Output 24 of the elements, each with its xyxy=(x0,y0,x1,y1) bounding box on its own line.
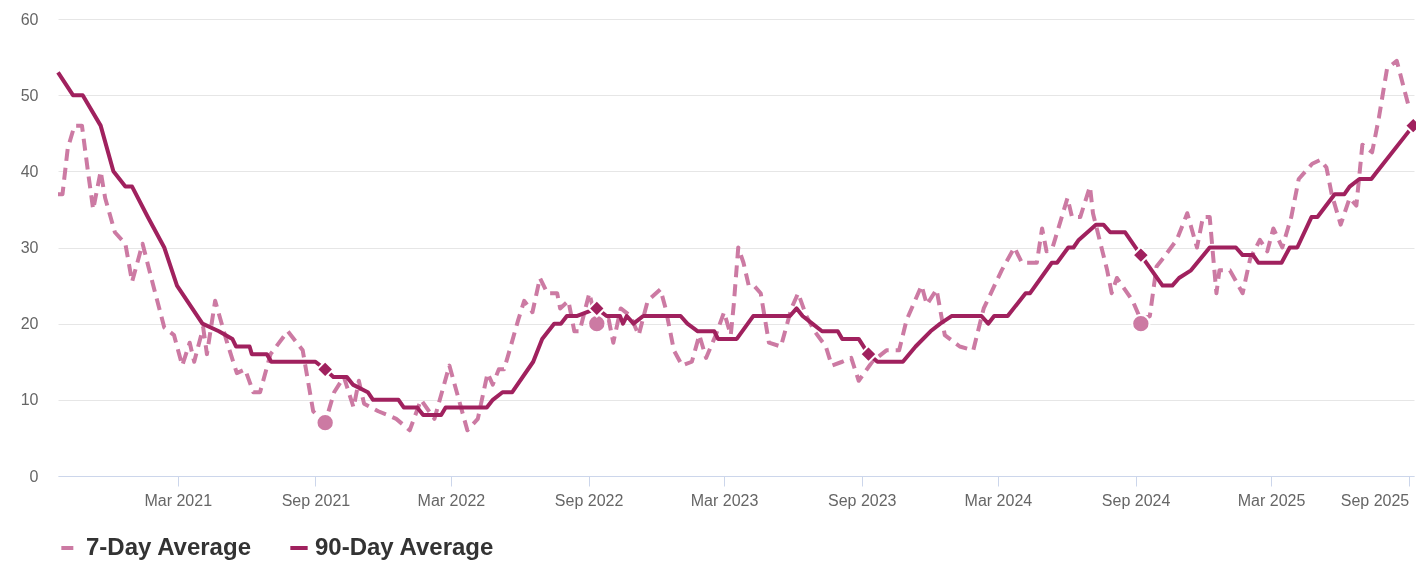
point xyxy=(315,413,335,433)
x-tick-label: Mar 2021 xyxy=(144,491,213,509)
legend-label: 7-Day Average xyxy=(86,533,251,560)
x-tick-label: Sep 2025 xyxy=(1340,491,1410,509)
y-tick-label: 0 xyxy=(29,467,39,485)
y-tick-label: 30 xyxy=(20,239,39,256)
point xyxy=(587,314,607,334)
x-tick-label: Sep 2024 xyxy=(1101,491,1171,509)
x-tick-label: Mar 2022 xyxy=(417,491,486,509)
x-tick-label: Sep 2023 xyxy=(827,491,897,509)
x-tick-label: Mar 2025 xyxy=(1237,491,1306,509)
x-tick-label: Mar 2023 xyxy=(690,491,759,509)
y-tick-label: 40 xyxy=(20,162,39,180)
y-tick-label: 20 xyxy=(20,315,39,333)
point xyxy=(859,345,878,364)
y-tick-label: 50 xyxy=(20,86,39,104)
legend-label: 90-Day Average xyxy=(315,533,494,560)
x-tick-label: Sep 2022 xyxy=(554,491,624,509)
point xyxy=(1131,314,1151,334)
x-tick-label: Sep 2021 xyxy=(281,491,351,509)
point xyxy=(587,299,606,318)
x-tick-label: Mar 2024 xyxy=(964,491,1033,509)
y-tick-label: 10 xyxy=(20,391,39,409)
y-tick-label: 60 xyxy=(20,10,39,28)
